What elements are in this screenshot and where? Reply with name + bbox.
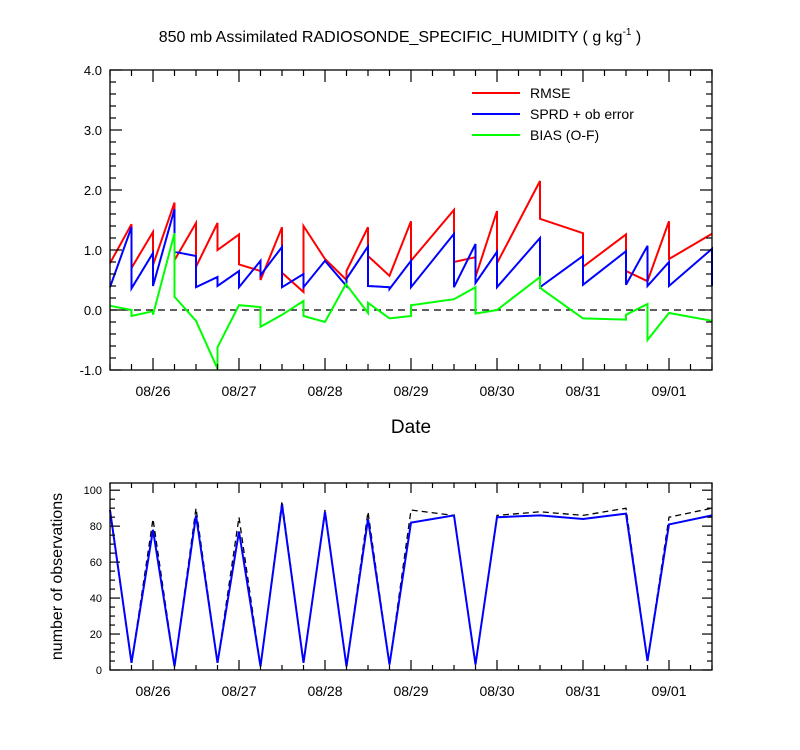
chart-title: 850 mb Assimilated RADIOSONDE_SPECIFIC_H… (159, 27, 642, 46)
x-tick-label: 08/28 (307, 683, 342, 699)
x-tick-label: 08/29 (393, 683, 428, 699)
y-tick-label: 3.0 (84, 123, 102, 138)
y-tick-label: 0 (96, 665, 102, 677)
y-tick-label: 1.0 (84, 243, 102, 258)
series-line-bias-o-f (109, 232, 713, 370)
legend-item: BIAS (O-F) (472, 127, 599, 143)
x-tick-label: 08/31 (565, 683, 600, 699)
series-line-sprd-ob-error (109, 208, 713, 292)
x-tick-label: 08/29 (393, 383, 428, 399)
y-tick-label: 40 (90, 593, 102, 605)
y-tick-label: 4.0 (84, 63, 102, 78)
legend-label: SPRD + ob error (530, 106, 634, 122)
legend-label: BIAS (O-F) (530, 127, 599, 143)
y-tick-label: -1.0 (80, 363, 102, 378)
y-tick-label: 0.0 (84, 303, 102, 318)
x-tick-label: 09/01 (651, 383, 686, 399)
series-line-assimilated-observations (109, 504, 713, 667)
x-tick-label: 08/27 (221, 683, 256, 699)
legend-label: RMSE (530, 85, 570, 101)
x-tick-label: 08/26 (135, 683, 170, 699)
x-tick-label: 09/01 (651, 683, 686, 699)
x-tick-label: 08/30 (479, 383, 514, 399)
x-tick-label: 08/27 (221, 383, 256, 399)
x-axis-title: Date (391, 417, 431, 438)
legend-item: SPRD + ob error (472, 106, 634, 122)
x-tick-label: 08/26 (135, 383, 170, 399)
series-line-rmse (109, 180, 713, 295)
x-tick-label: 08/28 (307, 383, 342, 399)
top-chart: 08/26 08/27 08/28 08/29 08/30 08/31 09/01 -1.0 0… (80, 63, 713, 438)
y-tick-label: 80 (90, 521, 102, 533)
y-tick-label: 60 (90, 557, 102, 569)
x-tick-label: 08/30 (479, 683, 514, 699)
y-tick-label: 100 (84, 485, 102, 497)
y-tick-label: 20 (90, 629, 102, 641)
x-tick-label: 08/31 (565, 383, 600, 399)
legend-item: RMSE (472, 85, 570, 101)
plot-frame (109, 482, 713, 671)
y-tick-label: 2.0 (84, 183, 102, 198)
bottom-chart: 08/26 08/27 08/28 08/29 08/30 08/31 09/01 0 20 40… (49, 482, 713, 699)
y-axis-title: number of observations (49, 493, 66, 660)
